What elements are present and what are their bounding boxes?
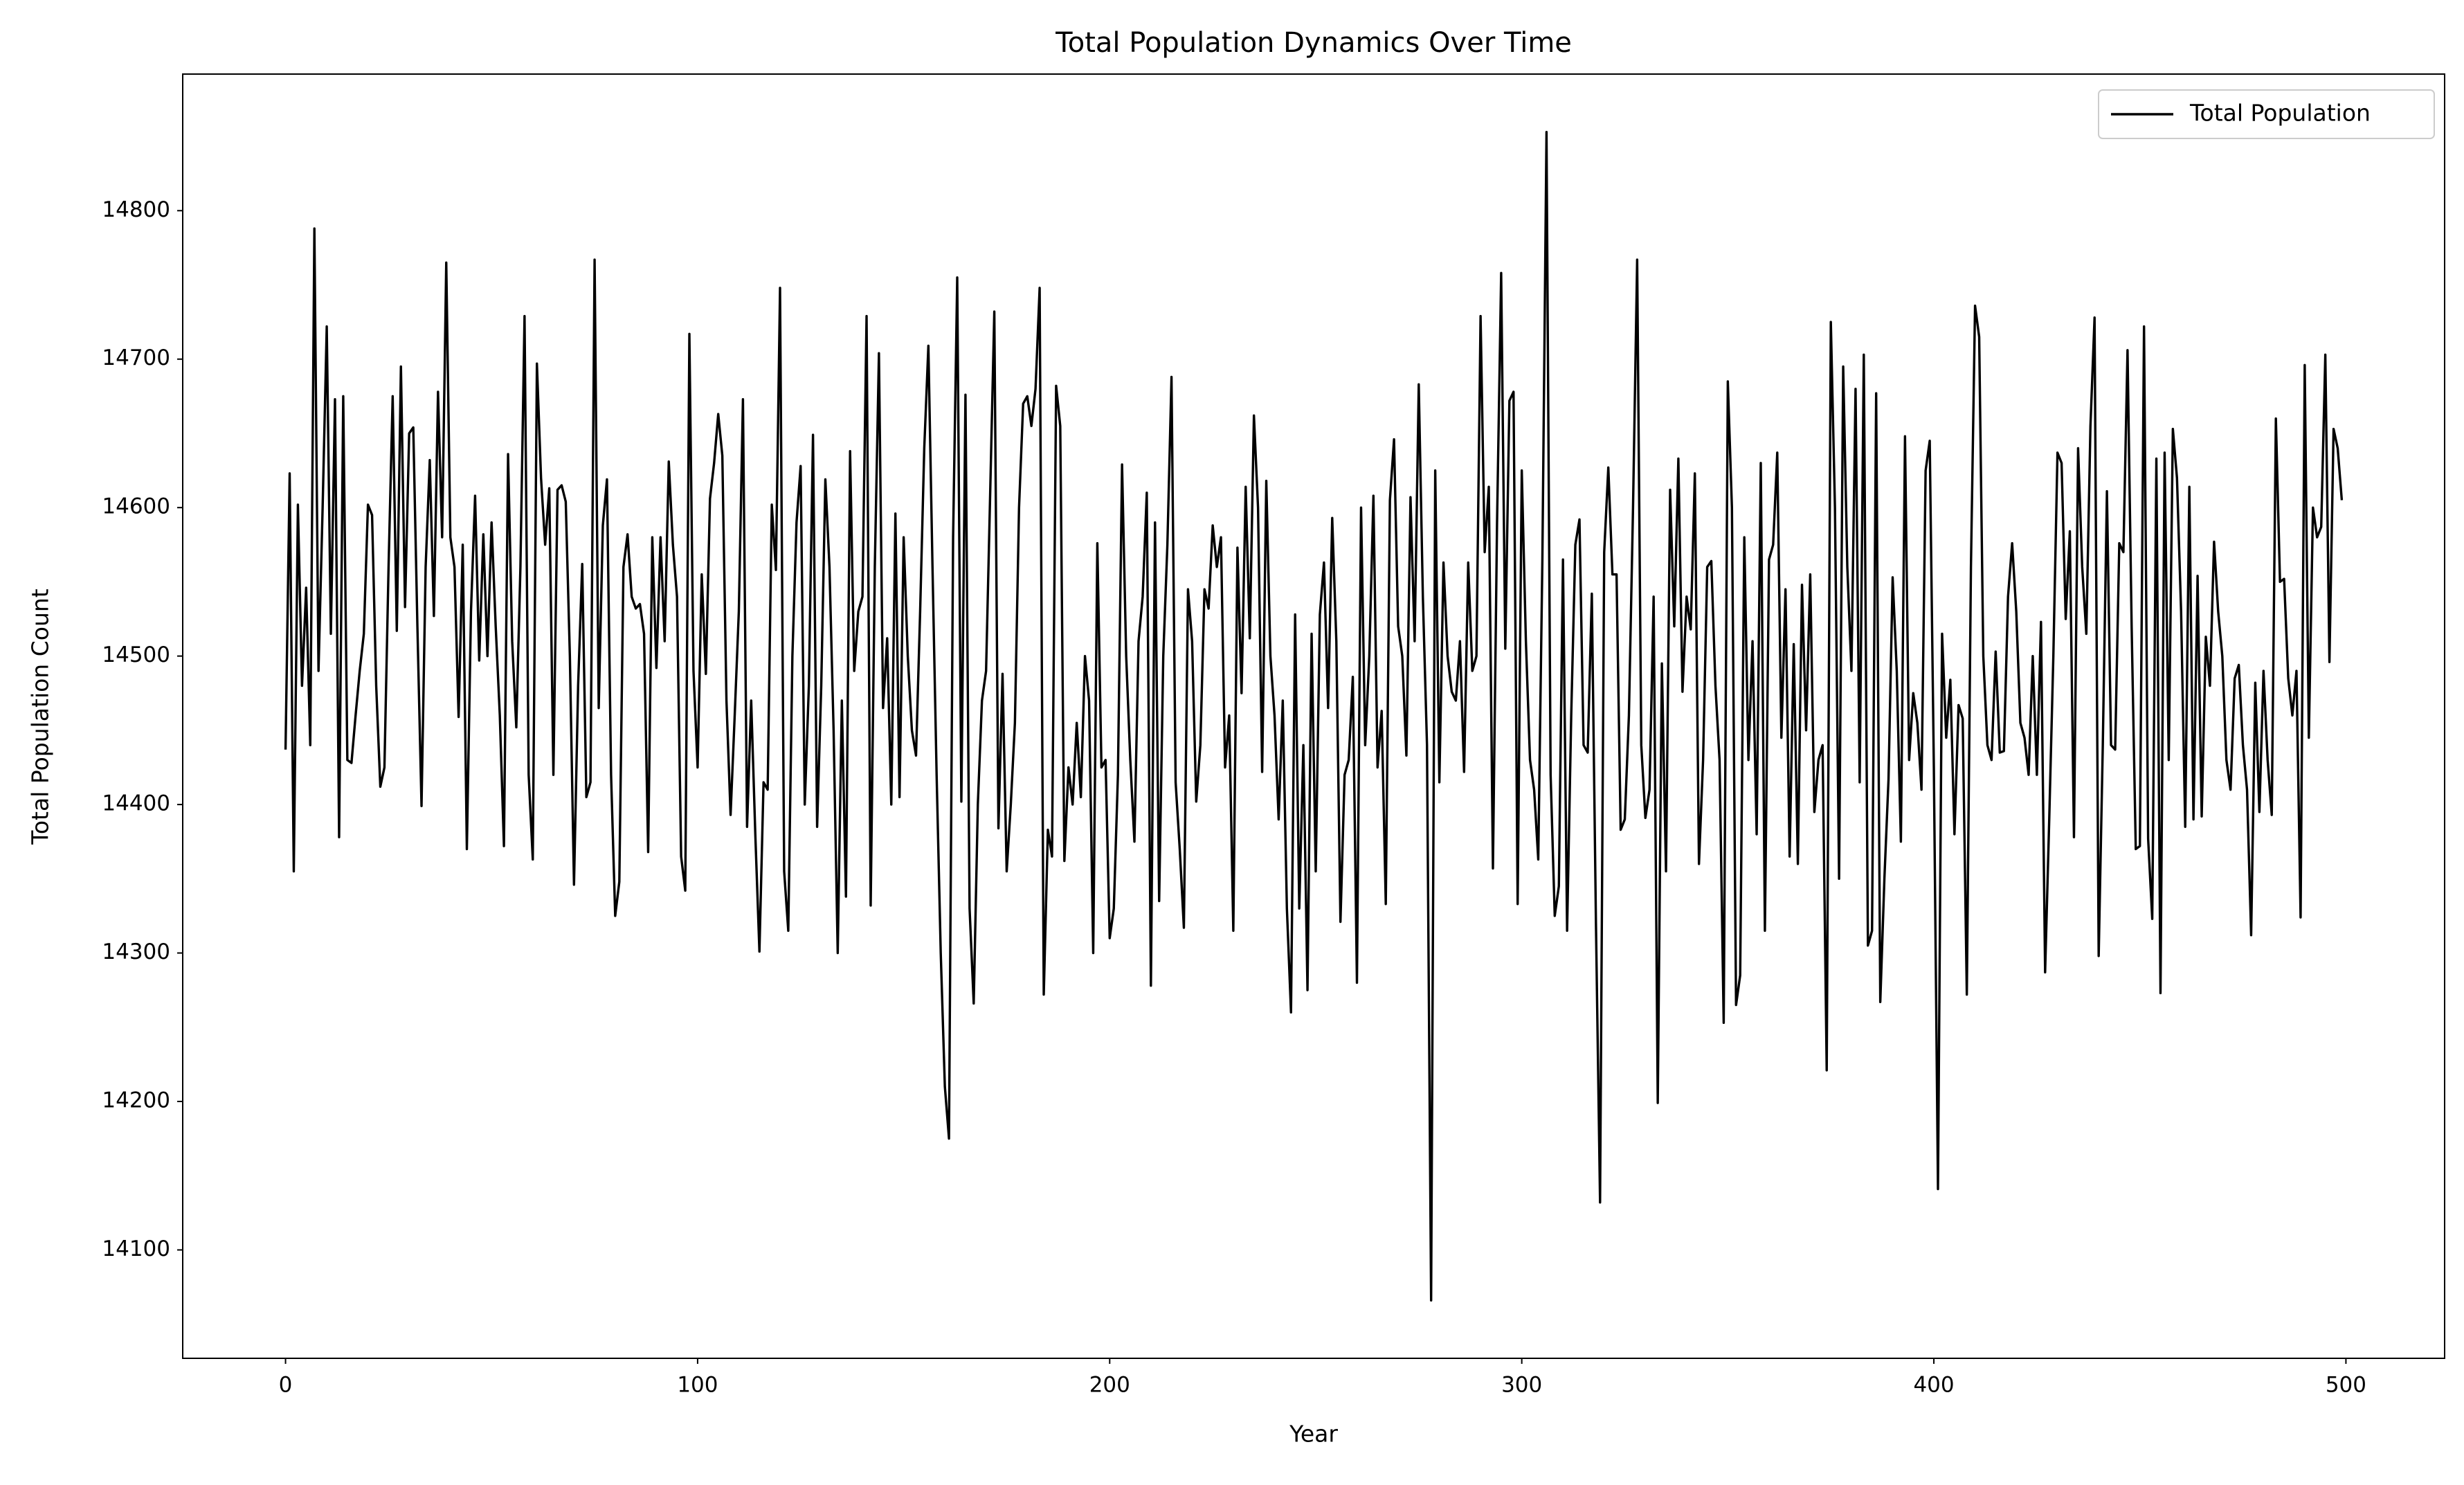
y-tick-label: 14200 [102,1088,170,1113]
y-tick-label: 14300 [102,939,170,964]
y-tick-label: 14400 [102,791,170,816]
legend-label: Total Population [2189,100,2371,127]
x-tick-label: 500 [2326,1373,2366,1398]
x-tick-label: 0 [279,1373,293,1398]
chart-title: Total Population Dynamics Over Time [1055,27,1572,59]
y-tick-label: 14700 [102,345,170,370]
x-tick-label: 300 [1501,1373,1542,1398]
legend-box [2098,89,2435,139]
y-tick-label: 14800 [102,197,170,222]
x-tick-label: 100 [677,1373,718,1398]
y-tick-label: 14600 [102,494,170,519]
y-axis-label: Total Population Count [27,588,54,845]
x-tick-label: 400 [1913,1373,1954,1398]
x-tick-label: 200 [1089,1373,1130,1398]
y-tick-label: 14100 [102,1236,170,1261]
series-line [284,130,2344,1302]
y-tick-label: 14500 [102,642,170,667]
x-axis-label: Year [1289,1421,1338,1448]
plot-frame [182,73,2445,1359]
